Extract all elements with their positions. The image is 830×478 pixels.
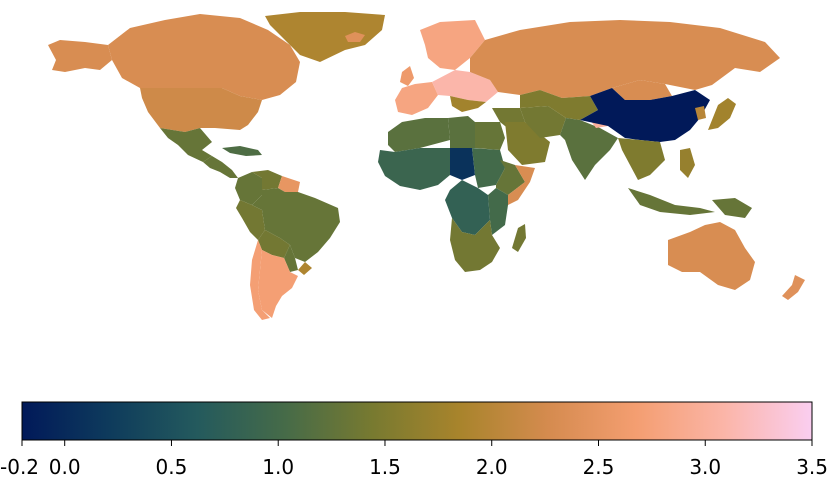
colorbar-gradient <box>22 402 812 440</box>
colorbar-tick-label: 0.5 <box>156 455 188 478</box>
colorbar-ticks: -0.2 0.0 0.5 1.0 1.5 2.0 2.5 3.0 3.5 <box>0 440 828 478</box>
colorbar-tick-label: 3.5 <box>796 455 828 478</box>
world-map <box>48 12 805 320</box>
region-bolivia <box>258 230 290 258</box>
region-west-africa <box>378 148 450 190</box>
region-east-africa <box>488 188 508 235</box>
region-guianas <box>278 176 300 192</box>
region-southern-africa <box>450 218 500 272</box>
region-iceland <box>345 32 365 42</box>
region-new-guinea <box>712 198 752 218</box>
region-egypt <box>475 122 505 150</box>
region-paraguay <box>284 245 298 272</box>
region-scandinavia <box>420 20 485 70</box>
region-united-kingdom <box>400 66 414 86</box>
region-somalia <box>508 165 535 205</box>
region-dr-congo <box>445 180 490 235</box>
region-chad <box>450 148 475 180</box>
colorbar-frame <box>21 401 813 441</box>
region-caribbean <box>222 146 262 156</box>
region-western-europe <box>395 82 438 115</box>
region-mexico <box>160 128 212 162</box>
colorbar-tick-label: -0.2 <box>0 455 39 478</box>
region-saudi-arabia <box>505 122 550 165</box>
region-alaska <box>48 40 112 72</box>
colorbar-tick-label: 2.5 <box>583 455 615 478</box>
region-japan <box>708 98 736 130</box>
region-sudan <box>472 148 505 188</box>
region-libya <box>448 116 475 148</box>
colorbar-tick-label: 2.0 <box>476 455 508 478</box>
region-eastern-europe <box>432 70 498 102</box>
region-central-asia <box>520 90 598 120</box>
region-indonesia <box>628 188 715 215</box>
colorbar: -0.2 0.0 0.5 1.0 1.5 2.0 2.5 3.0 3.5 <box>0 401 828 478</box>
region-mongolia <box>612 80 672 100</box>
region-chile <box>250 240 270 320</box>
region-ethiopia <box>496 160 525 195</box>
region-central-america <box>203 156 238 178</box>
colorbar-tick-label: 1.0 <box>262 455 294 478</box>
region-philippines <box>680 148 695 178</box>
region-canada <box>108 14 300 100</box>
region-united-states <box>140 88 262 132</box>
region-southeast-asia <box>618 138 665 180</box>
region-greenland <box>265 12 385 62</box>
region-india <box>560 118 618 180</box>
region-china <box>580 88 710 142</box>
region-colombia <box>235 172 262 205</box>
region-madagascar <box>512 224 526 252</box>
colorbar-tick-label: 0.0 <box>49 455 81 478</box>
region-north-africa <box>388 118 450 152</box>
region-new-zealand <box>782 275 805 300</box>
colorbar-tick-label: 3.0 <box>689 455 721 478</box>
region-iran <box>520 106 566 138</box>
region-balkans <box>450 96 486 112</box>
region-russia <box>470 20 780 98</box>
region-korea <box>695 106 706 120</box>
region-peru <box>236 200 265 240</box>
region-argentina <box>258 250 298 318</box>
region-venezuela <box>252 170 282 190</box>
region-australia <box>668 222 755 290</box>
region-brazil <box>252 188 340 262</box>
region-uruguay <box>298 262 312 275</box>
colorbar-tick-label: 1.5 <box>369 455 401 478</box>
